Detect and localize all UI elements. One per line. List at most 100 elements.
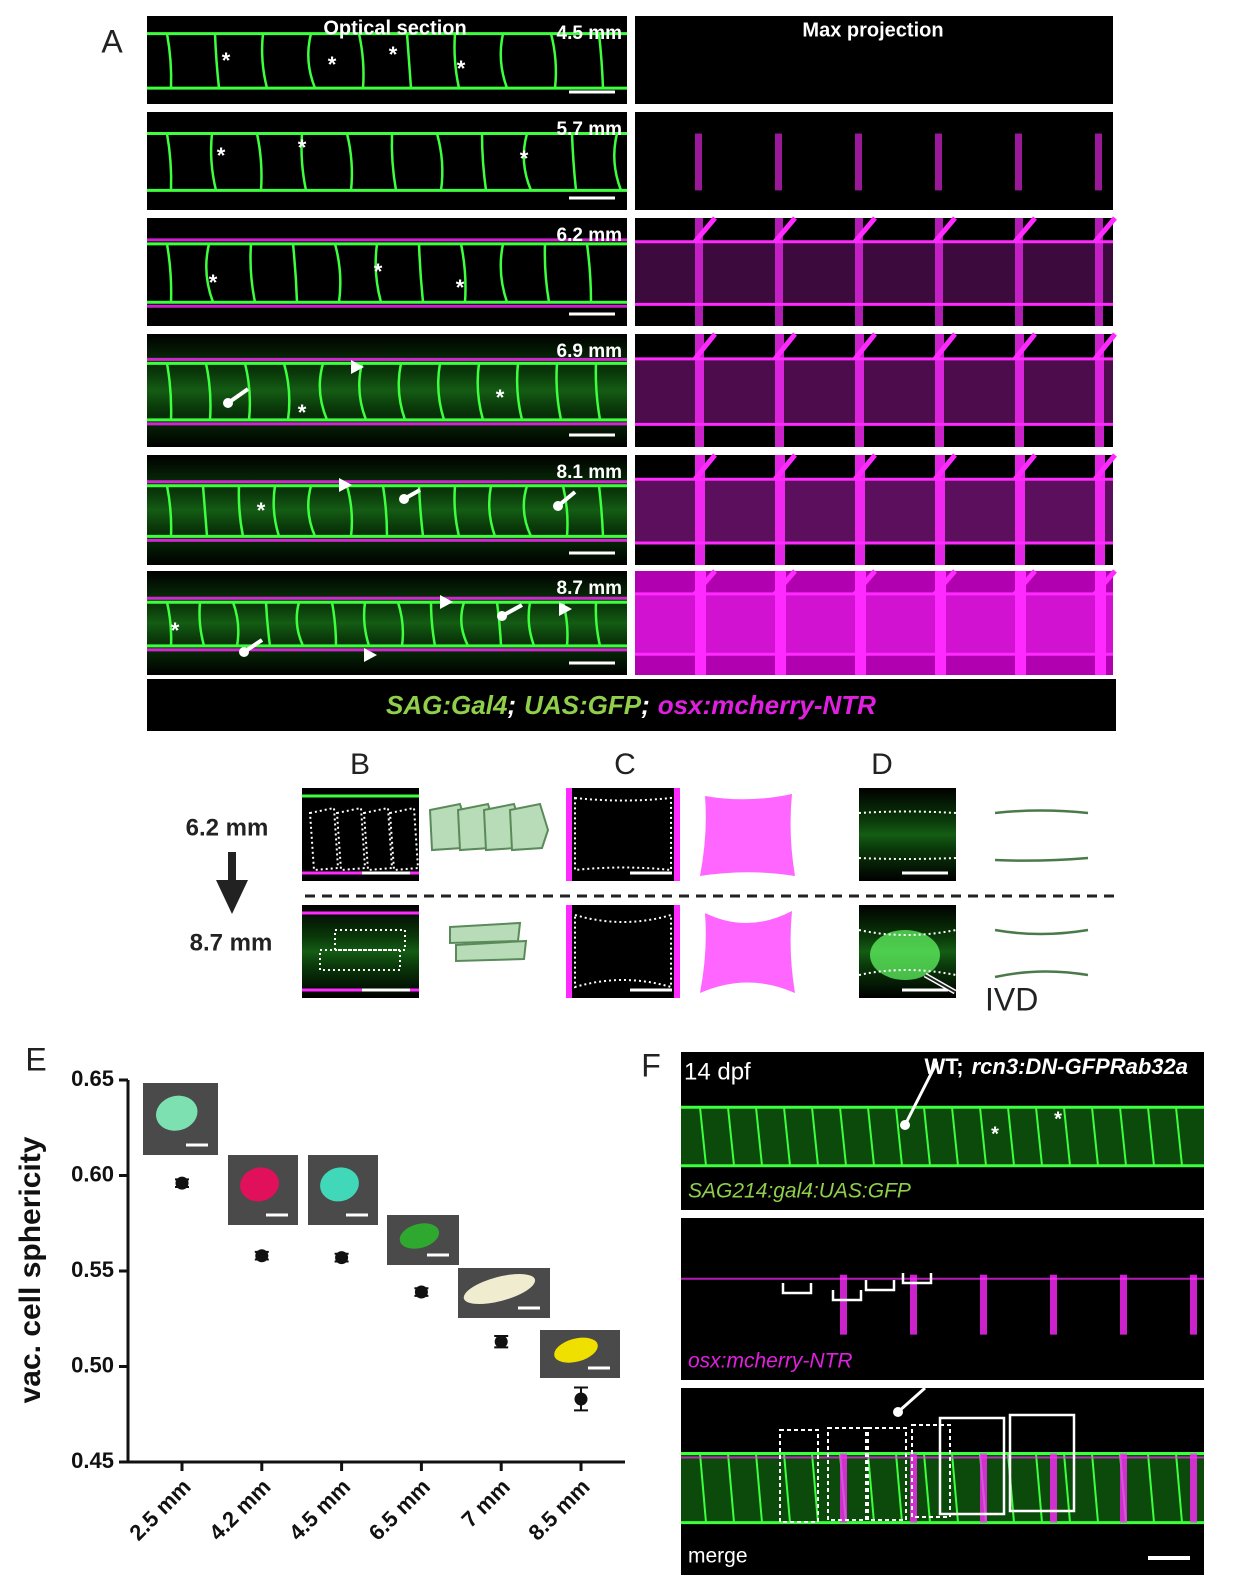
- cell-wall: [237, 485, 245, 537]
- cell-wall: [165, 363, 173, 420]
- cell-wall: [613, 133, 623, 191]
- arch: [1013, 332, 1037, 361]
- cell-wall: [597, 33, 605, 89]
- cell-wall: [867, 1453, 875, 1523]
- asterisk: *: [298, 135, 307, 160]
- vertebra-edge: [935, 334, 944, 447]
- panel-label: E: [25, 1041, 46, 1077]
- stage-label: 8.7 mm: [557, 578, 622, 599]
- cell-wall: [198, 602, 206, 647]
- arch: [693, 216, 717, 244]
- cell-wall: [585, 243, 593, 303]
- y-tick-label: 0.45: [71, 1448, 114, 1473]
- cell-wall: [1007, 1107, 1015, 1166]
- vertebra-edge: [840, 1274, 847, 1335]
- micrograph: [147, 334, 627, 447]
- arch: [693, 453, 717, 481]
- arch: [853, 569, 877, 596]
- arrowhead: [364, 648, 377, 662]
- caption-bar: [147, 679, 1116, 731]
- asterisk: *: [496, 385, 505, 410]
- arch: [933, 332, 957, 361]
- micrograph: [635, 455, 1113, 565]
- vertebra-cartoon: [700, 794, 795, 876]
- cell-wall: [515, 363, 524, 421]
- cell-wall: [243, 363, 252, 421]
- micrograph: [147, 571, 627, 675]
- cell-wall: [453, 33, 461, 89]
- centrum: [635, 241, 1113, 305]
- cell-wall: [522, 485, 533, 537]
- vertebra-edge: [695, 133, 702, 191]
- cell-wall: [357, 33, 365, 89]
- bracket: [781, 1283, 813, 1295]
- cell-wall: [783, 1453, 791, 1523]
- channel-label: osx:mcherry-NTR: [688, 1350, 853, 1373]
- cell-render: [320, 1167, 359, 1202]
- vertebra-edge: [695, 571, 706, 675]
- vertebra-edge: [1015, 571, 1026, 675]
- cell-wall: [570, 133, 578, 191]
- cell-wall: [923, 1107, 931, 1166]
- arch: [693, 332, 717, 361]
- vertebra-edge: [1120, 1453, 1127, 1523]
- cell-wall: [895, 1107, 903, 1166]
- figure-layer: A 4.5 mm * * * * 5.7 mm * * * 6.2 mm * * * 6.9 mm * * 8.1…: [14, 16, 1204, 1575]
- vertebra-edge: [695, 218, 703, 326]
- cell-wall: [213, 33, 221, 89]
- data-point: [574, 1392, 588, 1406]
- panel-label: D: [871, 748, 893, 781]
- cell-wall: [345, 485, 354, 537]
- micrograph: [635, 218, 1113, 326]
- arch: [773, 216, 797, 244]
- bracket: [901, 1273, 933, 1285]
- asterisk: *: [457, 56, 466, 81]
- arrow-head: [900, 1120, 910, 1130]
- vertebra-edge: [775, 133, 782, 191]
- vertebra-edge: [840, 1453, 847, 1523]
- panel-label: A: [101, 23, 123, 59]
- micrograph: [635, 16, 1113, 104]
- cell-wall: [487, 485, 497, 537]
- cell-wall: [1119, 1107, 1127, 1166]
- cell-wall: [1175, 1107, 1183, 1166]
- cell-wall: [727, 1453, 735, 1523]
- outline: [574, 796, 672, 872]
- stage-label: 8.7 mm: [190, 929, 273, 956]
- micrograph: [859, 788, 956, 881]
- arch: [773, 332, 797, 361]
- cell-render: [463, 1273, 536, 1305]
- cell-wall: [839, 1107, 847, 1166]
- vertebra-edge: [1050, 1274, 1057, 1335]
- centrum: [635, 479, 1113, 543]
- genotype: rcn3:DN-GFPRab32a: [972, 1054, 1188, 1079]
- outline: [335, 806, 367, 872]
- vertebra-edge: [980, 1453, 987, 1523]
- cell-wall: [345, 133, 354, 191]
- asterisk: *: [222, 48, 231, 73]
- outline: [1008, 1413, 1076, 1513]
- cell-wall: [527, 601, 536, 647]
- asterisk: *: [374, 259, 383, 284]
- cell-wall: [555, 363, 563, 421]
- cell-wall: [435, 133, 444, 191]
- vertebra-edge: [775, 334, 784, 447]
- cell-wall: [561, 485, 569, 537]
- outline: [938, 1416, 1006, 1516]
- cell-wall: [249, 243, 257, 303]
- cell-wall: [405, 33, 413, 89]
- arch: [773, 569, 797, 596]
- cell-wall: [460, 601, 470, 647]
- vertebra-edge: [1015, 334, 1024, 447]
- asterisk: *: [456, 275, 465, 300]
- arch: [933, 216, 957, 244]
- cell-render: [240, 1167, 279, 1202]
- cell-wall: [459, 243, 467, 303]
- vertebra-edge: [855, 218, 863, 326]
- asterisk: *: [257, 498, 266, 523]
- vertebra-cartoon: [700, 911, 795, 993]
- cell-wall: [783, 1107, 791, 1166]
- cell-cartoon: [449, 921, 522, 945]
- asterisk: *: [991, 1123, 999, 1145]
- vertebra-edge: [855, 133, 862, 191]
